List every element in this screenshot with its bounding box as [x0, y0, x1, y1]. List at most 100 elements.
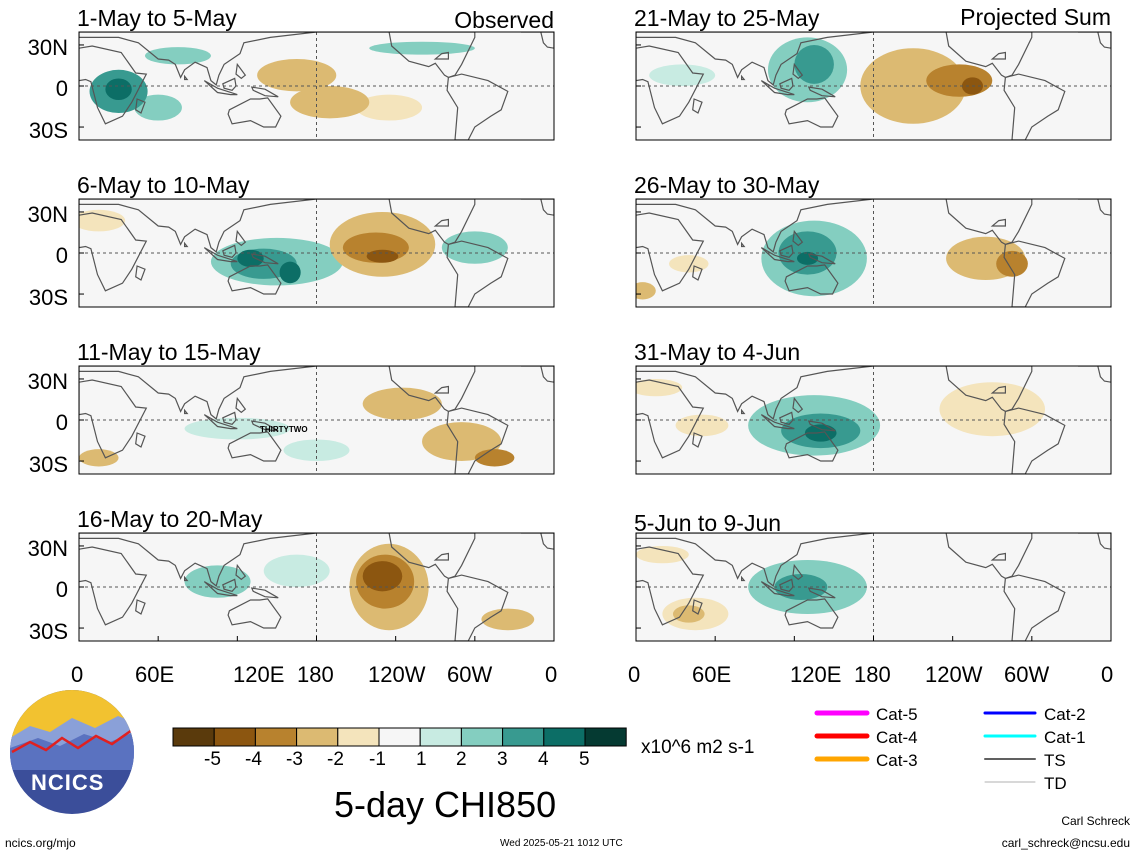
coastline — [990, 51, 1007, 60]
coastline — [184, 408, 189, 415]
xtick-120e: 120E — [790, 662, 842, 687]
colorbar-swatch — [378, 727, 421, 747]
coastline — [1078, 533, 1111, 550]
logo-hills — [10, 732, 134, 770]
footer-email[interactable]: carl_schreck@ncsu.edu — [1001, 836, 1130, 850]
coastline — [250, 86, 279, 98]
legend-label-cat2: Cat-2 — [1044, 705, 1086, 724]
coastline — [521, 533, 554, 550]
legend-label-cat4: Cat-4 — [876, 728, 918, 747]
colorbar-tick: -1 — [369, 749, 386, 770]
coastline — [79, 546, 148, 626]
coastline — [433, 51, 449, 60]
coastline — [873, 199, 1033, 246]
anomaly-region — [672, 605, 705, 623]
coastline — [222, 244, 237, 258]
coastline — [433, 552, 449, 561]
coastline — [636, 45, 705, 125]
coastline — [250, 420, 279, 432]
xtick-120w: 120W — [925, 662, 983, 687]
colorbar-tick: 1 — [416, 749, 427, 770]
colorbar-tick: 5 — [579, 749, 590, 770]
coastline — [250, 587, 279, 599]
coastline — [636, 533, 874, 587]
anomaly-region — [369, 41, 475, 55]
xtick-60w: 60W — [447, 662, 493, 687]
coastline — [760, 581, 795, 597]
colorbar-units: x10^6 m2 s-1 — [641, 737, 755, 758]
anomaly-region — [144, 47, 211, 65]
coastline — [184, 575, 189, 582]
coastline — [184, 74, 189, 81]
xtick-60w: 60W — [1004, 662, 1050, 687]
logo-text: NCICS — [31, 770, 105, 795]
anomaly-region — [263, 554, 330, 587]
coastline — [636, 32, 874, 86]
coastline — [250, 253, 279, 265]
anomaly-region — [257, 58, 337, 92]
footer-author: Carl Schreck — [1061, 814, 1130, 828]
ytick-30s: 30S — [28, 452, 68, 477]
coastline — [636, 379, 705, 459]
coastline — [692, 98, 703, 114]
coastline — [433, 385, 449, 394]
coastline — [521, 366, 554, 383]
map-panel — [635, 365, 1112, 475]
coastline — [792, 396, 804, 414]
anomaly-region — [996, 250, 1028, 277]
coastline — [203, 247, 238, 263]
coastline — [222, 578, 237, 592]
colorbar-tick: 3 — [497, 749, 508, 770]
anomaly-region — [105, 78, 132, 101]
map-panel — [78, 198, 555, 308]
coastline — [792, 563, 804, 581]
anomaly-region — [79, 449, 119, 467]
coastline — [446, 407, 509, 474]
panel-title-1: 1-May to 5-May — [77, 5, 237, 31]
footer-site-link[interactable]: ncics.org/mjo — [5, 836, 76, 850]
coastline — [316, 32, 476, 79]
coastline — [990, 552, 1007, 561]
anomaly-region — [290, 86, 370, 119]
coastline — [203, 414, 238, 430]
coastline — [227, 598, 282, 629]
panel-title-4: 16-May to 20-May — [77, 506, 263, 532]
colorbar-swatch — [460, 727, 504, 747]
coastline — [740, 408, 746, 415]
coastline — [873, 533, 1033, 580]
coastline — [740, 241, 746, 248]
anomaly-region — [939, 382, 1046, 437]
coastline — [692, 432, 703, 448]
map-panel — [635, 31, 1112, 141]
ytick-30n: 30N — [27, 202, 68, 227]
coastline — [135, 98, 146, 114]
coastline — [784, 264, 839, 295]
colorbar-swatch — [419, 727, 462, 747]
xtick-120e: 120E — [233, 662, 285, 687]
coastline — [760, 247, 795, 263]
coastline — [203, 80, 238, 96]
anomaly-region — [649, 64, 716, 86]
coastline — [235, 396, 247, 414]
coastline — [807, 587, 836, 599]
anomaly-region — [362, 561, 403, 592]
coastline — [692, 265, 703, 281]
coastline — [446, 574, 509, 641]
anomaly-region — [134, 94, 182, 121]
anomaly-region — [636, 545, 689, 564]
anomaly-region — [636, 378, 683, 397]
coastline — [636, 212, 705, 292]
anomaly-region — [441, 231, 508, 264]
anomaly-region — [481, 608, 535, 631]
coastline — [636, 199, 874, 253]
coastline — [636, 366, 874, 420]
anomaly-region — [279, 261, 301, 284]
coastline — [792, 229, 804, 247]
coastline — [79, 45, 148, 125]
xtick-0: 0 — [628, 662, 641, 687]
xtick-0-end: 0 — [1101, 662, 1114, 687]
anomaly-region — [474, 449, 515, 467]
anomaly-region — [366, 249, 399, 263]
coastline — [873, 366, 1033, 413]
